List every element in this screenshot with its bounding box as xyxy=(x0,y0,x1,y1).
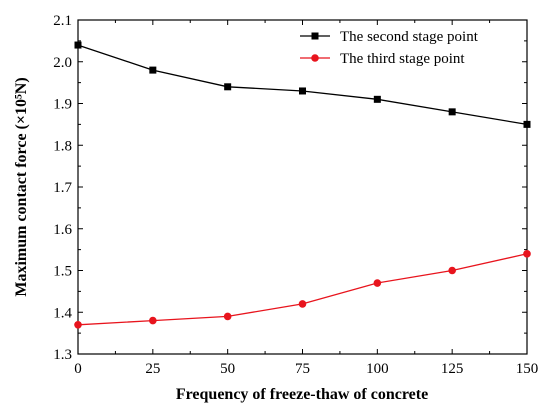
x-tick-label: 75 xyxy=(295,361,310,377)
legend-marker xyxy=(311,54,319,62)
legend-label: The second stage point xyxy=(340,29,479,45)
data-point xyxy=(448,108,456,116)
data-point xyxy=(149,316,157,325)
data-point xyxy=(523,120,531,128)
y-tick-label: 1.8 xyxy=(53,138,72,154)
y-tick-label: 2.0 xyxy=(53,55,72,71)
x-axis-title: Frequency of freeze-thaw of concrete xyxy=(176,386,428,403)
data-point xyxy=(448,266,456,275)
data-point xyxy=(298,300,307,308)
data-point xyxy=(149,66,157,74)
y-tick-label: 1.5 xyxy=(53,264,72,280)
x-tick-label: 0 xyxy=(74,361,82,377)
y-tick-label: 1.6 xyxy=(53,222,72,238)
y-tick-label: 1.3 xyxy=(53,347,72,363)
y-tick-label: 2.1 xyxy=(53,13,72,29)
data-point xyxy=(373,279,382,287)
data-point xyxy=(523,250,531,258)
x-tick-label: 50 xyxy=(220,361,235,377)
data-point xyxy=(223,312,232,321)
y-axis-title: Maximum contact force (×10⁵N) xyxy=(13,77,30,296)
x-tick-label: 100 xyxy=(366,361,389,377)
data-point xyxy=(373,95,381,103)
data-point xyxy=(224,83,232,91)
x-tick-label: 125 xyxy=(441,361,464,377)
axis-tick-labels: 0 25 50 75 100 125 150 1.3 1.4 1.5 1.6 1.7 1.8 1.9 2.0… xyxy=(53,13,538,377)
axis-ticks xyxy=(77,19,528,355)
legend: The second stage point The third stage po… xyxy=(300,29,479,67)
series-layer xyxy=(74,41,531,329)
y-tick-label: 1.4 xyxy=(53,305,72,321)
plot-area xyxy=(77,19,528,355)
data-point xyxy=(74,320,82,329)
y-tick-label: 1.9 xyxy=(53,97,72,113)
x-tick-label: 25 xyxy=(145,361,160,377)
legend-item: The third stage point xyxy=(300,51,465,67)
legend-item: The second stage point xyxy=(300,29,479,45)
legend-label: The third stage point xyxy=(340,51,465,67)
y-tick-label: 1.7 xyxy=(53,180,72,196)
series-2 xyxy=(74,250,531,329)
x-tick-label: 150 xyxy=(516,361,539,377)
data-point xyxy=(74,41,82,49)
data-point xyxy=(299,87,306,95)
legend-marker xyxy=(311,32,319,40)
series-1 xyxy=(74,41,531,128)
